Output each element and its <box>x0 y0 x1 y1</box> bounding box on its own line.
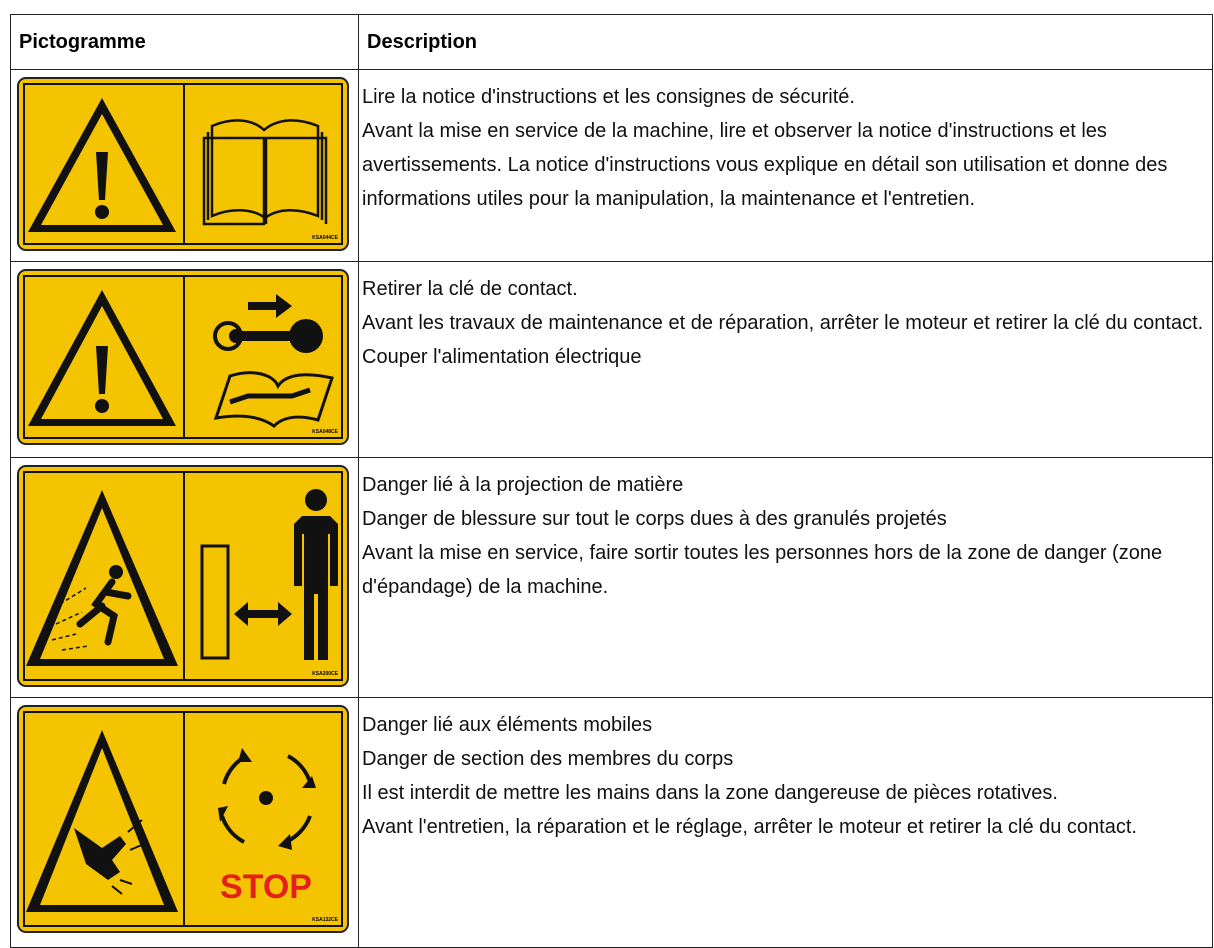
code: KSA048CE <box>312 429 339 435</box>
paragraph: Avant la mise en service de la machine, … <box>362 120 1168 210</box>
pictogram: STOP KSA132CE <box>17 705 349 933</box>
paragraph: Lire la notice d'instructions et les con… <box>362 86 855 108</box>
paragraph: Danger lié aux éléments mobiles <box>362 714 653 736</box>
row: KSA044CE Lire la notice d'instructions e… <box>10 69 1213 262</box>
pictogram: KSA200CE <box>17 465 349 687</box>
paragraph: Avant la mise en service, faire sortir t… <box>362 542 1163 598</box>
pictogram-cell: KSA044CE <box>10 69 359 262</box>
paragraph: Avant l'entretien, la réparation et le r… <box>362 816 1137 838</box>
code: KSA044CE <box>312 235 339 241</box>
code: KSA200CE <box>312 671 339 677</box>
paragraph: Danger de section des membres du corps <box>362 748 734 770</box>
description-cell: Lire la notice d'instructions et les con… <box>358 69 1213 262</box>
paragraph: Avant les travaux de maintenance et de r… <box>362 312 1204 368</box>
pictogram: KSA044CE <box>17 77 349 251</box>
header-cell: Pictogramme <box>10 14 359 70</box>
pictogram: KSA048CE <box>17 269 349 445</box>
description-cell: Retirer la clé de contact. Avant les tra… <box>358 261 1213 458</box>
description-cell: Danger lié aux éléments mobiles Danger d… <box>358 697 1213 948</box>
pictogram-cell: KSA200CE <box>10 457 359 698</box>
row: KSA200CE Danger lié à la projection de m… <box>10 457 1213 698</box>
pictogram-cell: STOP KSA132CE <box>10 697 359 948</box>
paragraph: Danger de blessure sur tout le corps due… <box>362 508 947 530</box>
header-row: Pictogramme Description <box>10 14 1213 70</box>
stop-label: STOP <box>220 868 312 906</box>
paragraph: Danger lié à la projection de matière <box>362 474 684 496</box>
pictogram-cell: KSA048CE <box>10 261 359 458</box>
paragraph: Il est interdit de mettre les mains dans… <box>362 782 1058 804</box>
header-cell: Description <box>358 14 1213 70</box>
row: KSA048CE Retirer la clé de contact. Avan… <box>10 261 1213 458</box>
description-cell: Danger lié à la projection de matière Da… <box>358 457 1213 698</box>
paragraph: Retirer la clé de contact. <box>362 278 578 300</box>
pictogram-table: Pictogramme Description KSA044CE Lire la… <box>10 14 1213 948</box>
row: STOP KSA132CE Danger lié aux éléments mo… <box>10 697 1213 948</box>
code: KSA132CE <box>312 917 339 923</box>
